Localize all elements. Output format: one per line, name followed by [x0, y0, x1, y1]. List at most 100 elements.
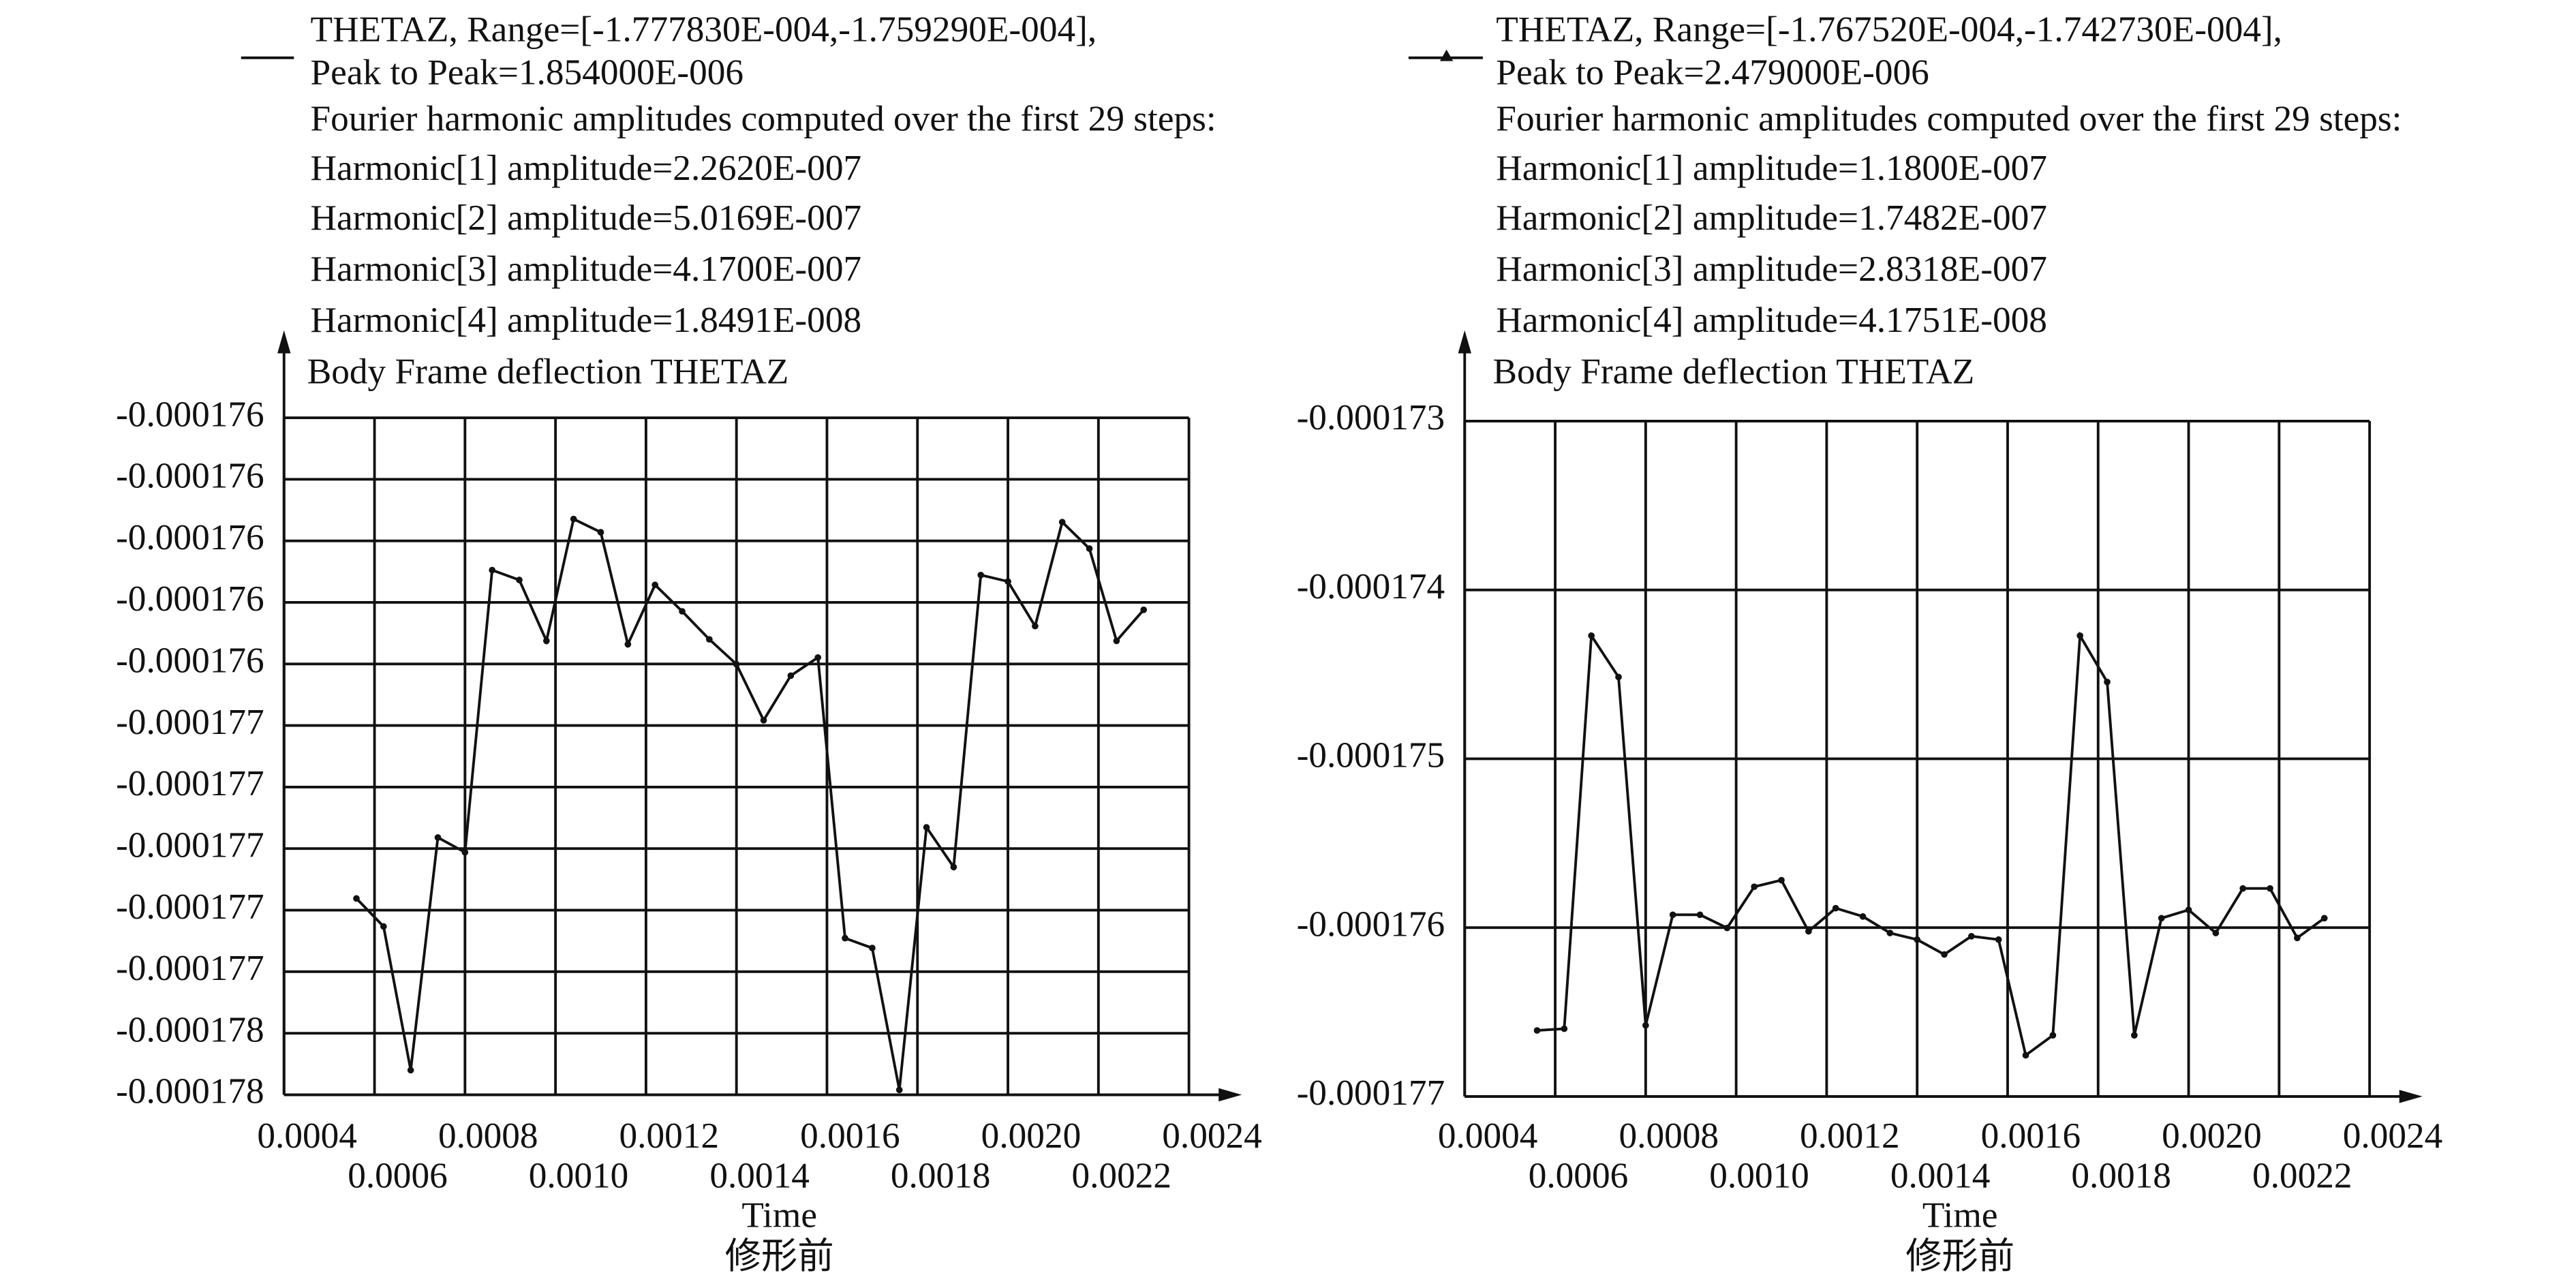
data-point — [353, 895, 360, 902]
annotation: Peak to Peak=1.854000E-006 — [311, 52, 743, 93]
annotation: THETAZ, Range=[-1.777830E-004,-1.759290E… — [311, 10, 1097, 50]
data-point — [1941, 951, 1948, 958]
y-tick-label: -0.000178 — [116, 1009, 264, 1049]
x-axis-arrow — [2399, 1090, 2423, 1103]
annotation: Harmonic[2] amplitude=5.0169E-007 — [311, 198, 862, 238]
data-point — [2294, 934, 2301, 942]
data-point — [869, 945, 876, 951]
data-point — [380, 923, 387, 930]
data-point — [923, 824, 930, 831]
x-tick-label: 0.0016 — [1981, 1116, 2081, 1156]
series-line — [355, 517, 1145, 1090]
y-tick-label: -0.000177 — [116, 948, 264, 988]
data-point — [1058, 519, 1066, 525]
x-axis-label: Time — [741, 1195, 817, 1235]
y-tick-label: -0.000173 — [1297, 397, 1445, 438]
x-tick-label: 0.0020 — [981, 1116, 1082, 1156]
data-point — [679, 608, 686, 615]
y-tick-label: -0.000177 — [116, 825, 264, 865]
data-point — [950, 863, 957, 871]
data-point — [1642, 1022, 1649, 1029]
annotation: Harmonic[1] amplitude=1.1800E-007 — [1496, 148, 2047, 188]
caption: 修形前 — [725, 1236, 834, 1276]
x-axis-label: Time — [1922, 1195, 1998, 1235]
data-point — [1086, 545, 1093, 552]
data-point — [2076, 632, 2084, 639]
data-point — [624, 641, 632, 648]
data-point — [1113, 637, 1120, 645]
annotation: Harmonic[1] amplitude=2.2620E-007 — [311, 148, 862, 188]
y-axis-label: Body Frame deflection THETAZ — [307, 351, 789, 391]
data-point — [651, 581, 659, 589]
data-point — [1615, 673, 1622, 681]
data-point — [1968, 932, 1975, 940]
data-point — [542, 637, 550, 645]
x-tick-label: 0.0014 — [1890, 1155, 1991, 1195]
data-point — [2104, 678, 2111, 686]
x-tick-label: 0.0006 — [1529, 1155, 1629, 1195]
data-point — [2185, 906, 2192, 913]
annotation: Harmonic[3] amplitude=4.1700E-007 — [311, 249, 862, 289]
y-tick-label: -0.000176 — [116, 641, 264, 681]
data-point — [1805, 927, 1812, 935]
data-point — [1005, 578, 1011, 585]
y-axis-arrow — [277, 330, 291, 354]
data-point — [2158, 915, 2165, 922]
annotation: Fourier harmonic amplitudes computed ove… — [311, 99, 1216, 139]
data-point — [461, 848, 469, 856]
annotation: THETAZ, Range=[-1.767520E-004,-1.742730E… — [1496, 10, 2282, 50]
annotation: Peak to Peak=2.479000E-006 — [1496, 52, 1929, 93]
x-tick-label: 0.0014 — [709, 1155, 810, 1195]
x-tick-label: 0.0008 — [438, 1116, 538, 1156]
y-tick-label: -0.000178 — [116, 1071, 264, 1111]
data-point — [1995, 936, 2002, 943]
x-tick-label: 0.0004 — [1438, 1116, 1538, 1156]
data-point — [1032, 622, 1039, 630]
data-point — [570, 515, 577, 523]
x-tick-label: 0.0022 — [2252, 1155, 2352, 1195]
x-tick-label: 0.0010 — [529, 1155, 629, 1195]
annotation: Fourier harmonic amplitudes computed ove… — [1496, 99, 2402, 139]
data-point — [977, 571, 985, 579]
y-axis-arrow — [1458, 330, 1471, 354]
data-point — [434, 834, 442, 841]
data-point — [1696, 911, 1704, 919]
data-point — [1886, 930, 1894, 936]
annotation: Harmonic[4] amplitude=1.8491E-008 — [311, 300, 862, 340]
data-point — [787, 672, 795, 679]
annotation: Harmonic[3] amplitude=2.8318E-007 — [1496, 249, 2047, 289]
data-point — [1778, 876, 1785, 884]
y-tick-label: -0.000177 — [1297, 1073, 1445, 1113]
data-point — [2239, 885, 2247, 892]
x-tick-label: 0.0018 — [891, 1155, 991, 1195]
y-tick-label: -0.000176 — [116, 517, 264, 557]
data-point — [489, 566, 496, 574]
data-point — [1832, 904, 1839, 912]
y-tick-label: -0.000177 — [116, 763, 264, 803]
data-point — [407, 1067, 414, 1074]
data-point — [2267, 885, 2273, 892]
x-axis-arrow — [1218, 1088, 1242, 1102]
data-point — [1588, 632, 1595, 639]
data-point — [895, 1086, 903, 1094]
x-tick-label: 0.0024 — [2343, 1116, 2443, 1156]
x-tick-label: 0.0018 — [2071, 1155, 2171, 1195]
data-point — [814, 654, 822, 661]
data-point — [1533, 1027, 1541, 1034]
y-tick-label: -0.000174 — [1297, 566, 1445, 607]
data-point — [1914, 936, 1921, 943]
data-point — [1140, 606, 1148, 613]
y-tick-label: -0.000176 — [116, 456, 264, 496]
data-point — [516, 577, 523, 583]
x-tick-label: 0.0012 — [1800, 1116, 1900, 1156]
data-point — [706, 636, 713, 643]
y-tick-label: -0.000176 — [116, 579, 264, 619]
x-tick-label: 0.0004 — [257, 1116, 357, 1156]
caption: 修形前 — [1905, 1236, 2014, 1276]
y-tick-label: -0.000177 — [116, 702, 264, 742]
data-point — [733, 660, 740, 668]
annotation: Harmonic[2] amplitude=1.7482E-007 — [1496, 198, 2047, 238]
data-point — [1751, 883, 1758, 891]
data-point — [1723, 924, 1731, 932]
